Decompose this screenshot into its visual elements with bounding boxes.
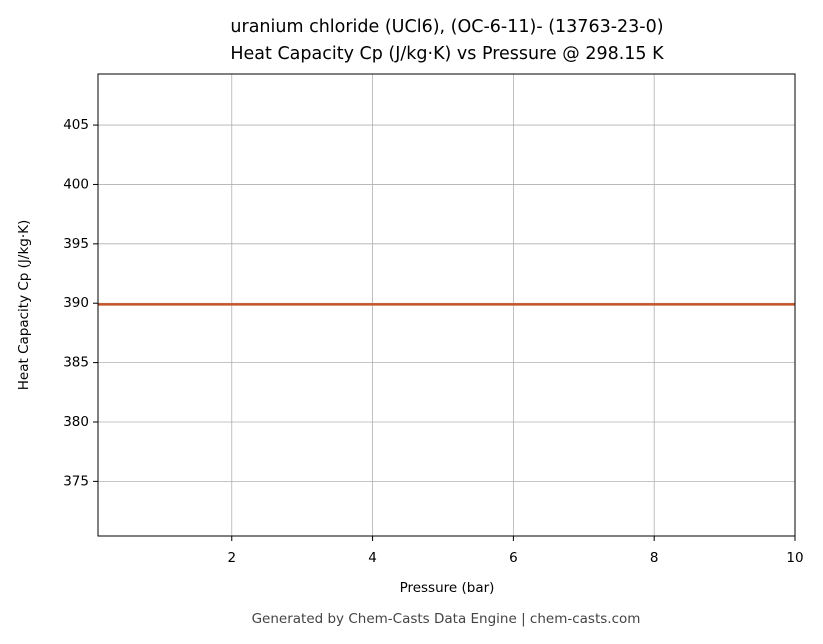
x-axis-label: Pressure (bar) xyxy=(400,580,495,596)
x-tick-label: 8 xyxy=(650,550,659,566)
y-tick-label: 395 xyxy=(63,236,89,252)
y-axis-label: Heat Capacity Cp (J/kg·K) xyxy=(16,220,32,390)
y-tick-label: 400 xyxy=(63,176,89,192)
x-tick-label: 6 xyxy=(509,550,518,566)
x-tick-label: 2 xyxy=(227,550,236,566)
chart-subtitle: Heat Capacity Cp (J/kg·K) vs Pressure @ … xyxy=(230,44,664,64)
y-tick-label: 390 xyxy=(63,295,89,311)
plot-frame xyxy=(97,73,796,537)
y-tick-label: 375 xyxy=(63,473,89,489)
chart-title: uranium chloride (UCl6), (OC-6-11)- (137… xyxy=(230,17,663,37)
footer: Generated by Chem-Casts Data Engine | ch… xyxy=(252,611,641,627)
y-tick-label: 380 xyxy=(63,414,89,430)
x-tick-label: 4 xyxy=(368,550,377,566)
y-tick-label: 405 xyxy=(63,117,89,133)
x-tick-label: 10 xyxy=(786,550,803,566)
y-tick-label: 385 xyxy=(63,355,89,371)
